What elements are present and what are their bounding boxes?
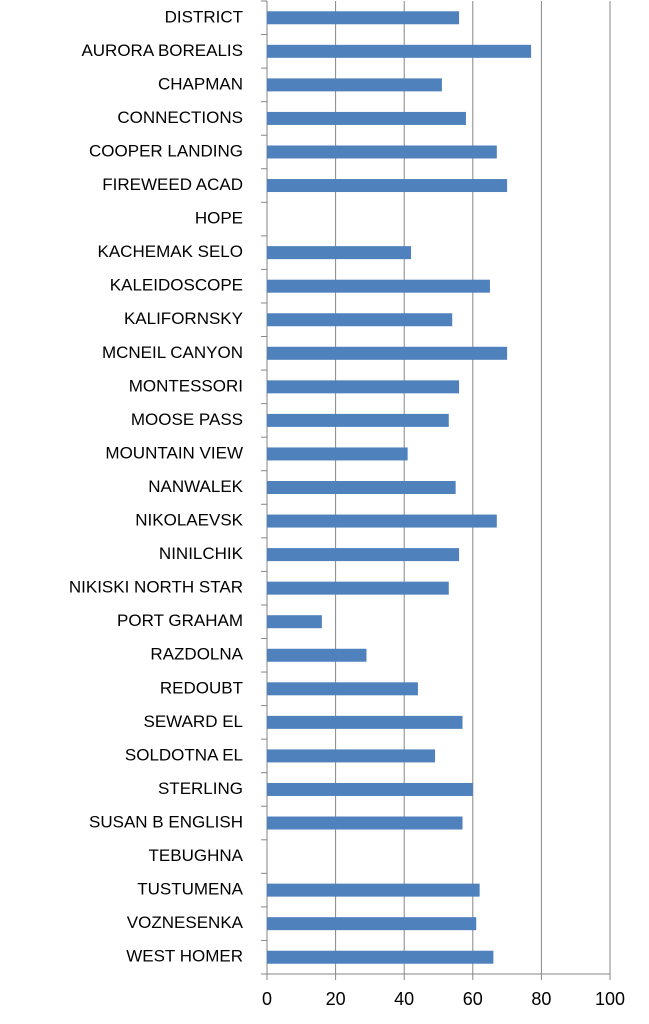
y-tick-label: KALEIDOSCOPE <box>110 276 243 295</box>
y-tick-label: STERLING <box>158 779 243 798</box>
bar <box>267 514 497 528</box>
y-tick-label: NIKOLAEVSK <box>135 511 243 530</box>
bar <box>267 346 508 360</box>
bar <box>267 246 412 260</box>
bar <box>267 413 449 427</box>
y-tick-label: AURORA BOREALIS <box>81 41 243 60</box>
y-tick-label: CHAPMAN <box>158 74 243 93</box>
x-tick-label: 0 <box>262 989 272 1009</box>
bar <box>267 44 532 58</box>
y-tick-label: VOZNESENKA <box>127 913 244 932</box>
bar <box>267 447 408 461</box>
y-tick-label: MONTESSORI <box>129 376 243 395</box>
bar <box>267 648 367 662</box>
y-tick-label: PORT GRAHAM <box>117 611 243 630</box>
bar <box>267 715 463 729</box>
y-tick-label: TUSTUMENA <box>137 880 243 899</box>
y-tick-label: MOUNTAIN VIEW <box>105 443 243 462</box>
x-tick-label: 80 <box>531 989 551 1009</box>
y-tick-label: CONNECTIONS <box>117 108 243 127</box>
bar <box>267 111 466 125</box>
bar <box>267 749 436 763</box>
bar <box>267 950 494 964</box>
y-tick-label: MOOSE PASS <box>131 410 243 429</box>
y-tick-label: KALIFORNSKY <box>124 309 243 328</box>
y-tick-label: TEBUGHNA <box>149 846 244 865</box>
y-tick-label: NIKISKI NORTH STAR <box>69 578 243 597</box>
bar <box>267 78 442 92</box>
bar <box>267 816 463 830</box>
x-tick-label: 60 <box>463 989 483 1009</box>
bar <box>267 917 477 931</box>
bar <box>267 581 449 595</box>
y-tick-label: SEWARD EL <box>143 712 243 731</box>
bar <box>267 782 473 796</box>
x-tick-label: 40 <box>394 989 414 1009</box>
bar <box>267 682 418 696</box>
y-tick-label: HOPE <box>195 209 243 228</box>
bar <box>267 380 460 394</box>
y-tick-label: FIREWEED ACAD <box>102 175 243 194</box>
y-tick-label: MCNEIL CANYON <box>102 343 243 362</box>
y-tick-label: COOPER LANDING <box>89 141 243 160</box>
bar <box>267 279 490 293</box>
y-tick-label: NINILCHIK <box>159 544 244 563</box>
bar <box>267 481 456 494</box>
y-tick-label: REDOUBT <box>160 678 243 697</box>
bar <box>267 615 322 629</box>
y-tick-label: NANWALEK <box>148 477 243 496</box>
y-tick-label: WEST HOMER <box>126 947 243 966</box>
y-tick-label: DISTRICT <box>165 7 243 26</box>
y-tick-label: SUSAN B ENGLISH <box>89 813 243 832</box>
x-tick-label: 20 <box>326 989 346 1009</box>
bar <box>267 11 460 25</box>
bar <box>267 145 497 159</box>
bar <box>267 179 508 193</box>
bar <box>267 548 460 562</box>
bar <box>267 883 480 897</box>
y-tick-label: RAZDOLNA <box>150 645 243 664</box>
y-tick-label: SOLDOTNA EL <box>125 745 243 764</box>
x-tick-label: 100 <box>595 989 625 1009</box>
bar <box>267 313 453 327</box>
y-tick-label: KACHEMAK SELO <box>98 242 244 261</box>
